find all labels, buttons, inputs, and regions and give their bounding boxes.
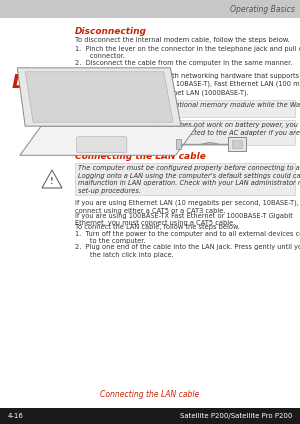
- Bar: [75, 163, 295, 195]
- Text: If you are using Ethernet LAN (10 megabits per second, 10BASE-T), you can
connec: If you are using Ethernet LAN (10 megabi…: [75, 200, 300, 214]
- Text: Operating Basics: Operating Basics: [230, 5, 295, 14]
- Text: Connecting the LAN cable: Connecting the LAN cable: [75, 152, 206, 161]
- Text: LAN: LAN: [12, 73, 56, 92]
- Text: 4-16: 4-16: [8, 413, 24, 419]
- Text: i: i: [51, 129, 53, 136]
- Text: The computer must be configured properly before connecting to a LAN.
Logging ont: The computer must be configured properly…: [78, 165, 300, 194]
- Text: To disconnect the internal modem cable, follow the steps below.: To disconnect the internal modem cable, …: [75, 37, 290, 43]
- Bar: [75, 120, 295, 145]
- Text: The Wake-up on LAN feature does not work on battery power, you should
always lea: The Wake-up on LAN feature does not work…: [78, 122, 300, 143]
- Text: Connecting the LAN cable: Connecting the LAN cable: [100, 390, 200, 399]
- Text: The computer is equipped with networking hardware that supports Ethernet
LAN (10: The computer is equipped with networking…: [75, 73, 300, 95]
- Text: !: !: [50, 108, 54, 114]
- Text: 2.  Plug one end of the cable into the LAN jack. Press gently until you hear
   : 2. Plug one end of the cable into the LA…: [75, 244, 300, 257]
- Text: 2.  Disconnect the cable from the computer in the same manner.: 2. Disconnect the cable from the compute…: [75, 60, 292, 66]
- Text: Do not install or remove an optional memory module while the Wake-up on
LAN feat: Do not install or remove an optional mem…: [78, 102, 300, 116]
- Text: To connect the LAN cable, follow the steps below.: To connect the LAN cable, follow the ste…: [75, 224, 240, 230]
- Text: !: !: [50, 176, 54, 186]
- Bar: [75, 100, 295, 117]
- Text: If you are using 100BASE-TX Fast Ethernet or 1000BASE-T Gigabit
Ethernet, you mu: If you are using 100BASE-TX Fast Etherne…: [75, 213, 293, 226]
- Text: Satellite P200/Satellite Pro P200: Satellite P200/Satellite Pro P200: [180, 413, 292, 419]
- Bar: [0, 408, 300, 424]
- Text: 1.  Turn off the power to the computer and to all external devices connected
   : 1. Turn off the power to the computer an…: [75, 231, 300, 245]
- Bar: [0, 0, 300, 18]
- Text: 1.  Pinch the lever on the connector in the telephone jack and pull out the
    : 1. Pinch the lever on the connector in t…: [75, 46, 300, 59]
- Text: Disconnecting: Disconnecting: [75, 27, 147, 36]
